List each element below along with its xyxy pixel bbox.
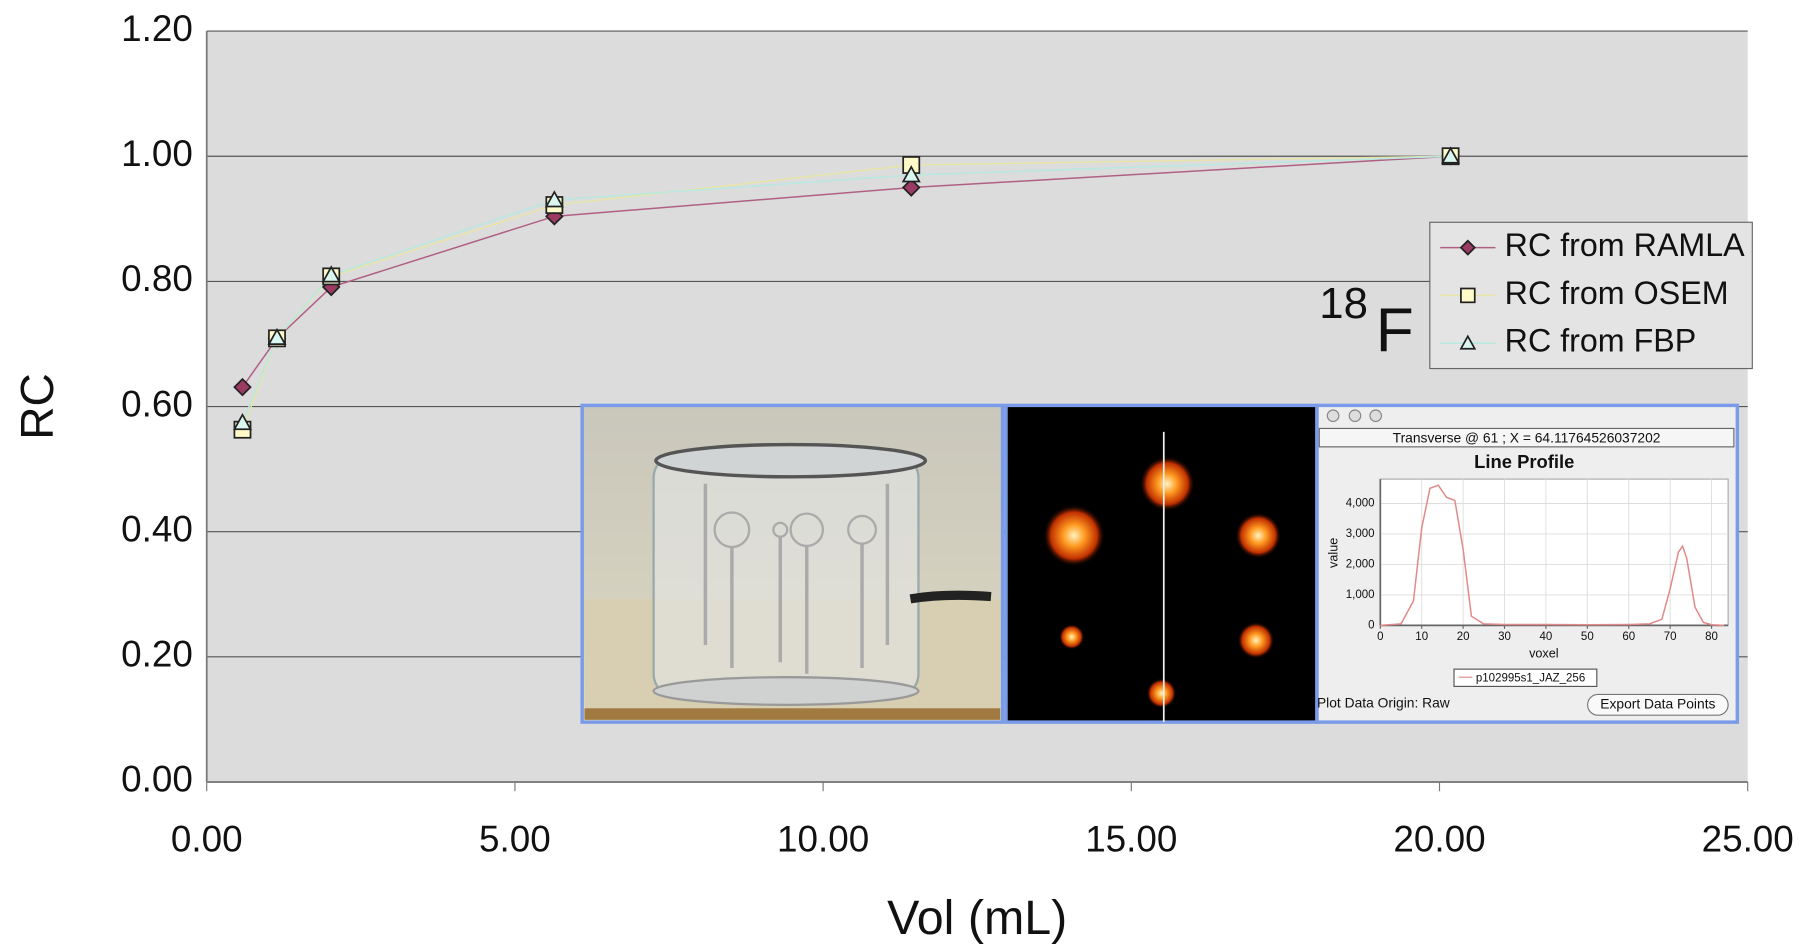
x-tick-label: 15.00 xyxy=(1085,819,1177,860)
export-button[interactable] xyxy=(1587,693,1729,716)
marker xyxy=(544,190,564,208)
y-tick-label: 0.60 xyxy=(121,383,193,424)
marker xyxy=(232,412,253,431)
marker xyxy=(1459,239,1476,256)
marker xyxy=(321,265,341,283)
series-line xyxy=(1380,484,1725,627)
x-tick-label: 70 xyxy=(1664,631,1677,643)
marker xyxy=(1459,334,1477,350)
legend-label: RC from RAMLA xyxy=(1505,227,1745,263)
y-tick-label: 1,000 xyxy=(1346,589,1375,601)
main-chart: 0.00 0.20 0.40 0.60 0.80 1.00 1.20 0.00 5.00 10.0… xyxy=(11,8,1794,945)
pet-image xyxy=(1004,403,1319,724)
y-tick-label: 0.40 xyxy=(121,508,193,549)
x-tick-label: 10 xyxy=(1415,631,1428,643)
inset-y-label: value xyxy=(1327,538,1341,568)
export-button-label[interactable]: Export Data Points xyxy=(1600,695,1715,711)
y-axis-label: RC xyxy=(11,373,63,440)
y-tick-label: 0.20 xyxy=(121,634,193,675)
x-tick-label: 0.00 xyxy=(171,819,243,860)
x-tick-label: 10.00 xyxy=(777,819,869,860)
x-axis-label: Vol (mL) xyxy=(887,891,1067,945)
x-tick-label: 80 xyxy=(1705,631,1718,643)
annotation-superscript: 18 xyxy=(1319,279,1368,328)
x-tick-label: 50 xyxy=(1581,631,1594,643)
y-tick-label: 2,000 xyxy=(1346,558,1375,570)
x-tick-label: 60 xyxy=(1622,631,1635,643)
series-line xyxy=(241,155,1451,424)
marker xyxy=(901,178,921,197)
marker xyxy=(267,327,287,346)
inset-x-label: voxel xyxy=(1529,647,1559,661)
inset-footer: Plot Data Origin: Raw xyxy=(1317,694,1451,710)
window-header: Transverse @ 61 ; X = 64.11764526037202 xyxy=(1393,429,1661,445)
annotation: F xyxy=(1376,296,1414,365)
x-tick-label: 0 xyxy=(1377,631,1383,643)
y-tick-label: 0 xyxy=(1368,619,1374,631)
x-tick-label: 20.00 xyxy=(1393,819,1485,860)
marker xyxy=(901,165,921,183)
y-tick-label: 3,000 xyxy=(1346,528,1375,540)
x-tick-label: 30 xyxy=(1498,631,1511,643)
phantom-photo xyxy=(580,403,1005,724)
legend-label: RC from OSEM xyxy=(1505,275,1729,311)
x-tick-label: 25.00 xyxy=(1702,819,1794,860)
y-tick-label: 1.20 xyxy=(121,8,193,49)
y-tick-label: 0.80 xyxy=(121,258,193,299)
x-tick-label: 20 xyxy=(1457,631,1470,643)
y-tick-label: 4,000 xyxy=(1346,498,1375,510)
marker xyxy=(1460,287,1476,304)
marker xyxy=(1441,146,1461,164)
x-tick-label: 5.00 xyxy=(479,819,551,860)
marker xyxy=(233,377,252,397)
legend-label: RC from FBP xyxy=(1505,323,1697,359)
inset-title: Line Profile xyxy=(1474,451,1574,472)
x-tick-label: 40 xyxy=(1540,631,1553,643)
y-tick-label: 1.00 xyxy=(121,133,193,174)
y-tick-label: 0.00 xyxy=(121,759,193,800)
inset-legend-label: p102995s1_JAZ_256 xyxy=(1476,672,1585,684)
